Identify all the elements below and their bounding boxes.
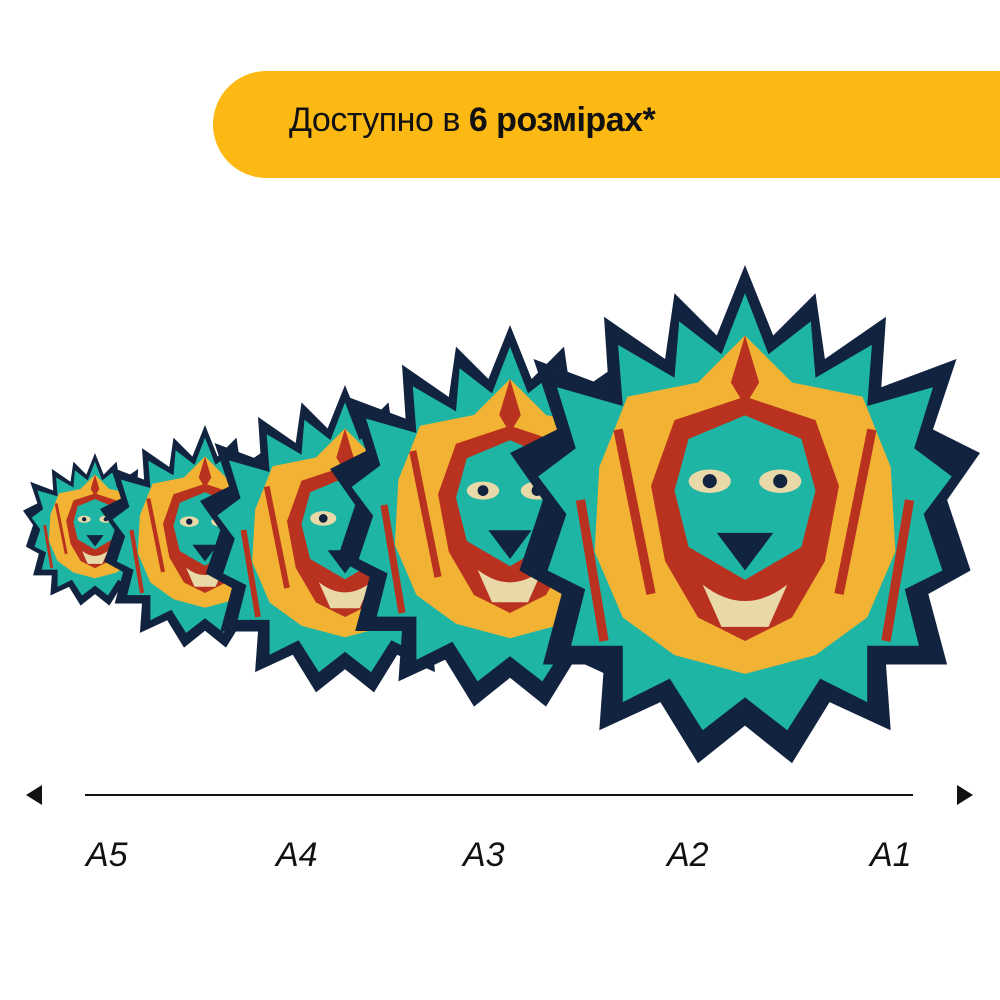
size-label-a2: A2	[667, 836, 709, 874]
size-label-a4: A4	[276, 836, 318, 874]
banner-title: Доступно в 6 розмірах*	[289, 101, 656, 140]
arrow-right-icon	[957, 785, 973, 805]
banner-text-regular: Доступно в	[289, 101, 469, 139]
sizes-banner: Доступно в 6 розмірах*	[213, 71, 1000, 178]
banner-text-bold: 6 розмірах*	[468, 101, 656, 139]
size-scale-line	[85, 794, 913, 796]
lion-head-a1	[510, 265, 980, 763]
arrow-left-icon	[26, 785, 42, 805]
size-label-a5: A5	[86, 836, 128, 874]
size-label-a3: A3	[463, 836, 505, 874]
size-label-a1: A1	[870, 836, 912, 874]
